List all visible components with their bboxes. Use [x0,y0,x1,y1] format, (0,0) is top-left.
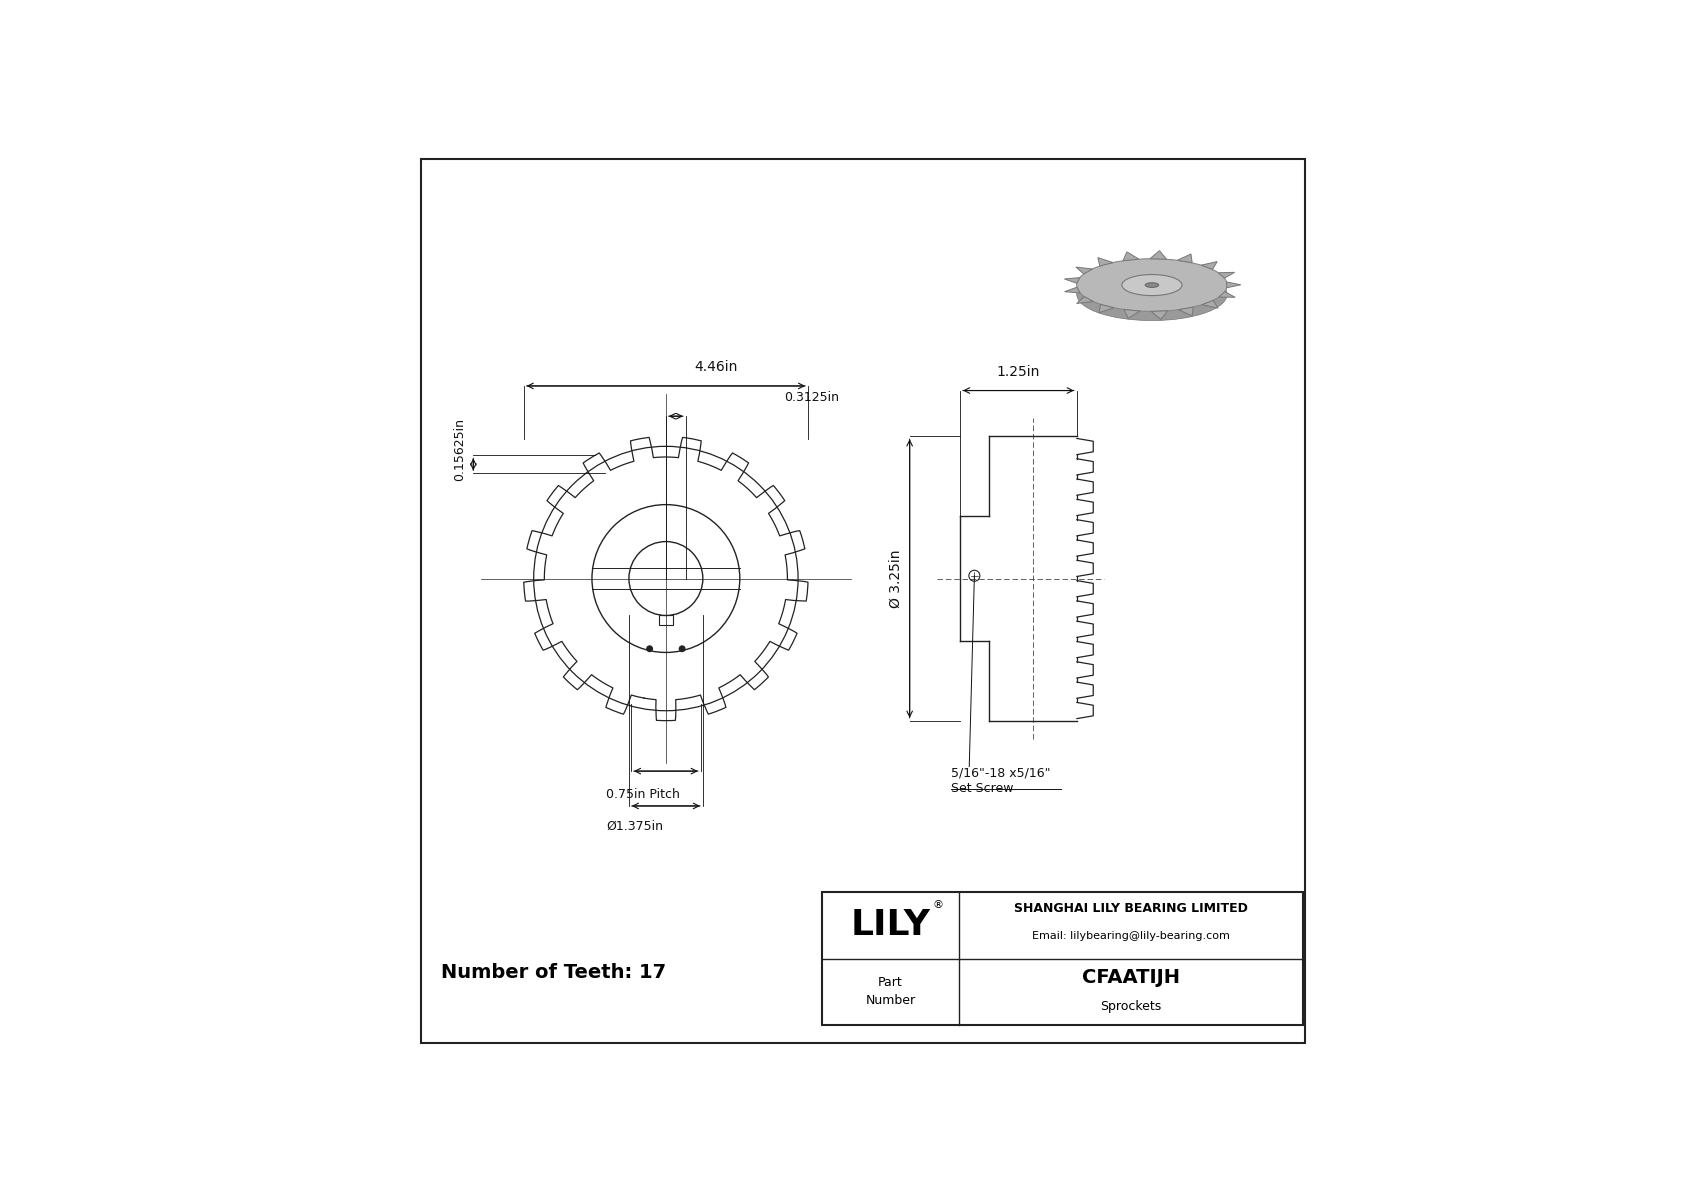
Polygon shape [1219,292,1234,298]
Text: 1.25in: 1.25in [997,364,1041,379]
Text: Number of Teeth: 17: Number of Teeth: 17 [441,964,667,983]
Polygon shape [1201,262,1218,269]
Bar [822,892,1303,1025]
Polygon shape [1098,257,1113,266]
Text: 0.3125in: 0.3125in [783,392,839,404]
Ellipse shape [1145,282,1159,287]
Polygon shape [1152,311,1167,319]
Text: 0.75in Pitch: 0.75in Pitch [606,787,680,800]
Text: Part
Number: Part Number [866,977,916,1008]
Text: Email: lilybearing@lily-bearing.com: Email: lilybearing@lily-bearing.com [1032,931,1229,941]
Text: Ø 3.25in: Ø 3.25in [887,549,903,607]
Polygon shape [1123,251,1138,261]
Polygon shape [1177,254,1192,263]
Ellipse shape [1076,258,1228,311]
Polygon shape [1123,310,1140,318]
Ellipse shape [1076,268,1228,320]
Polygon shape [1150,250,1167,260]
Polygon shape [1076,267,1093,274]
Text: ®: ® [933,900,943,910]
Circle shape [647,646,652,651]
Polygon shape [1100,305,1115,313]
Text: Sprockets: Sprockets [1101,1000,1162,1014]
Polygon shape [1179,307,1194,316]
Text: LILY: LILY [850,909,930,942]
Polygon shape [1226,282,1241,288]
Polygon shape [1064,278,1079,283]
Text: 0.15625in: 0.15625in [453,418,466,481]
Polygon shape [1218,273,1234,279]
Bar [658,616,674,625]
Polygon shape [1076,297,1093,304]
Polygon shape [1202,300,1218,308]
Polygon shape [1064,287,1079,293]
Text: 4.46in: 4.46in [694,360,738,374]
Text: SHANGHAI LILY BEARING LIMITED: SHANGHAI LILY BEARING LIMITED [1014,903,1248,916]
Text: Ø1.375in: Ø1.375in [606,819,663,833]
Text: 5/16"-18 x5/16"
Set Screw: 5/16"-18 x5/16" Set Screw [951,767,1051,794]
Circle shape [679,646,685,651]
Bar [822,892,1303,1025]
Ellipse shape [1122,275,1182,295]
Text: CFAATIJH: CFAATIJH [1083,968,1180,986]
